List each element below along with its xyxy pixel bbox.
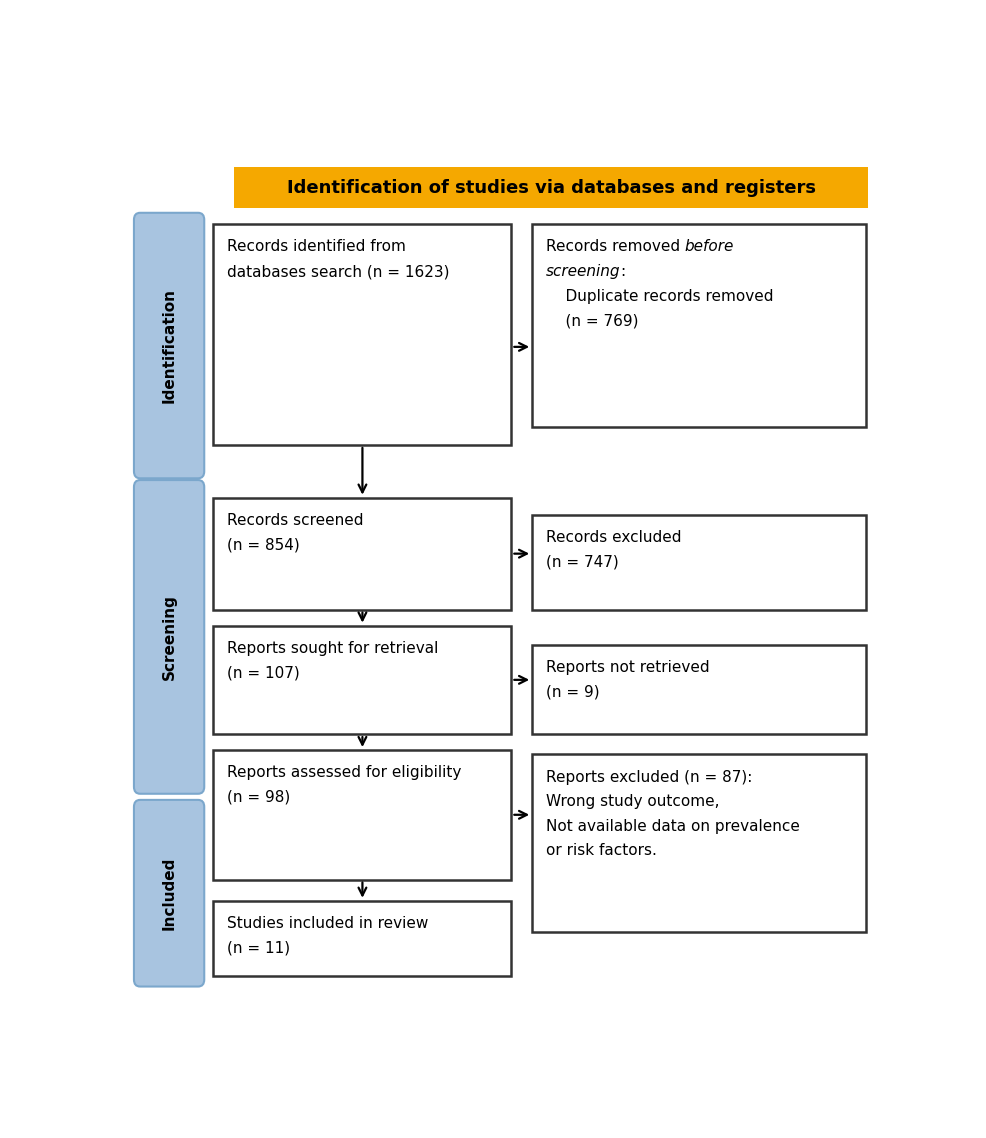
FancyBboxPatch shape xyxy=(532,754,866,932)
Text: Reports assessed for eligibility: Reports assessed for eligibility xyxy=(227,765,461,781)
Text: or risk factors.: or risk factors. xyxy=(546,843,657,858)
Text: Included: Included xyxy=(162,857,176,930)
Text: Identification of studies via databases and registers: Identification of studies via databases … xyxy=(287,179,815,197)
Text: (n = 747): (n = 747) xyxy=(546,555,618,570)
FancyBboxPatch shape xyxy=(234,167,869,208)
Text: Records removed: Records removed xyxy=(546,239,685,255)
FancyBboxPatch shape xyxy=(213,900,512,976)
FancyBboxPatch shape xyxy=(213,626,512,734)
Text: (n = 11): (n = 11) xyxy=(227,940,290,956)
FancyBboxPatch shape xyxy=(213,750,512,880)
Text: Reports sought for retrieval: Reports sought for retrieval xyxy=(227,641,439,655)
Text: Records screened: Records screened xyxy=(227,513,364,528)
Text: Duplicate records removed: Duplicate records removed xyxy=(546,289,773,304)
Text: (n = 854): (n = 854) xyxy=(227,537,300,552)
FancyBboxPatch shape xyxy=(134,480,204,794)
FancyBboxPatch shape xyxy=(532,516,866,610)
FancyBboxPatch shape xyxy=(532,224,866,428)
FancyBboxPatch shape xyxy=(134,213,204,478)
Text: (n = 769): (n = 769) xyxy=(546,313,638,328)
FancyBboxPatch shape xyxy=(213,224,512,445)
FancyBboxPatch shape xyxy=(532,645,866,734)
Text: (n = 98): (n = 98) xyxy=(227,790,291,805)
Text: (n = 107): (n = 107) xyxy=(227,666,300,681)
Text: Not available data on prevalence: Not available data on prevalence xyxy=(546,818,800,834)
Text: (n = 9): (n = 9) xyxy=(546,685,599,700)
Text: before: before xyxy=(685,239,735,255)
Text: Studies included in review: Studies included in review xyxy=(227,916,429,931)
Text: screening: screening xyxy=(546,264,620,279)
Text: :: : xyxy=(620,264,625,279)
Text: Reports excluded (n = 87):: Reports excluded (n = 87): xyxy=(546,769,752,784)
FancyBboxPatch shape xyxy=(134,800,204,987)
Text: Screening: Screening xyxy=(162,594,176,679)
Text: Identification: Identification xyxy=(162,288,176,403)
Text: databases search (n = 1623): databases search (n = 1623) xyxy=(227,264,450,279)
Text: Records excluded: Records excluded xyxy=(546,530,681,545)
FancyBboxPatch shape xyxy=(213,497,512,610)
Text: Reports not retrieved: Reports not retrieved xyxy=(546,660,710,675)
Text: Records identified from: Records identified from xyxy=(227,239,406,255)
Text: Wrong study outcome,: Wrong study outcome, xyxy=(546,794,720,809)
